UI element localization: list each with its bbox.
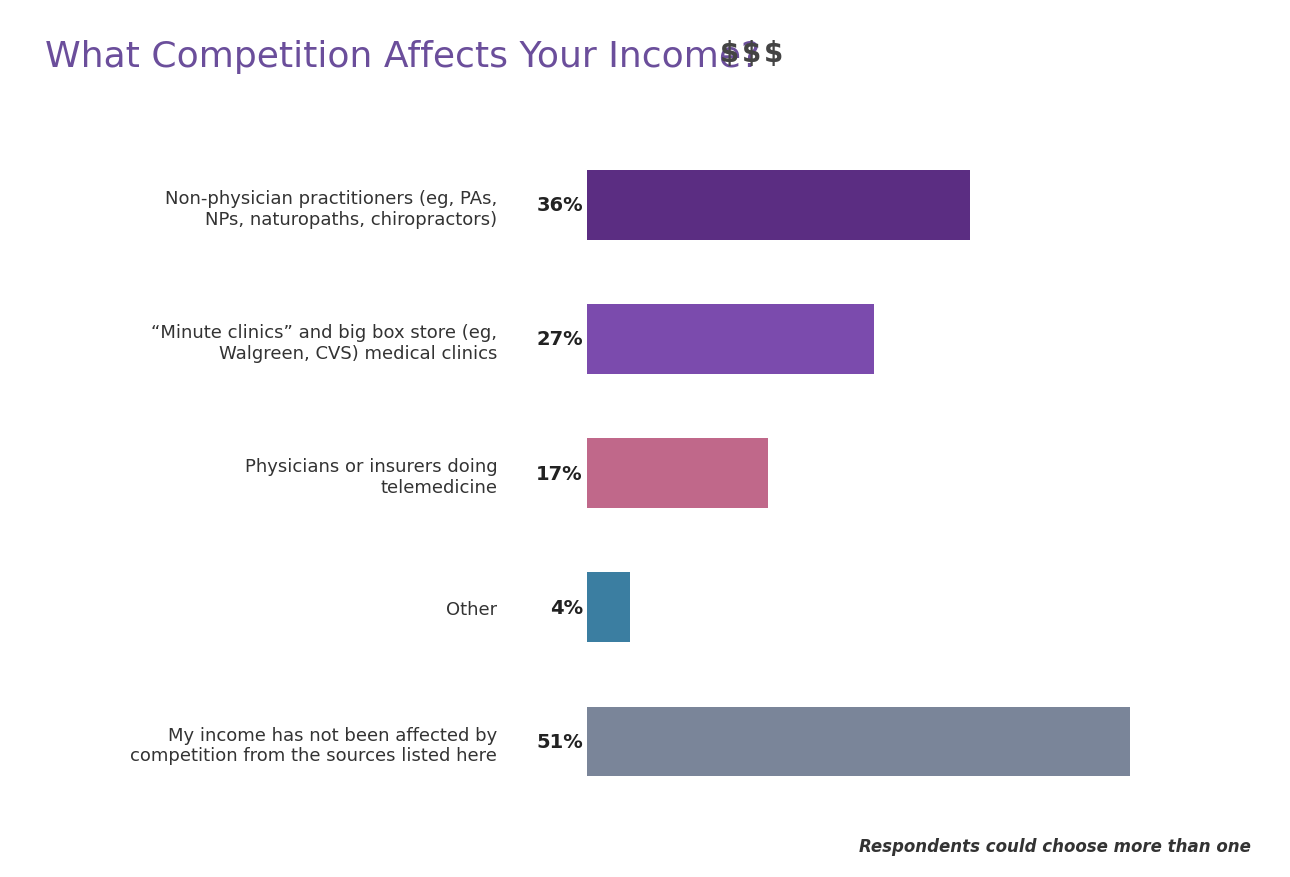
Bar: [587, 438, 768, 509]
Text: 36%: 36%: [537, 196, 583, 215]
Bar: [587, 304, 875, 374]
Text: 4%: 4%: [550, 598, 583, 617]
Text: 27%: 27%: [537, 330, 583, 349]
Text: 17%: 17%: [537, 464, 583, 483]
Bar: [587, 171, 970, 240]
Text: $ $ $: $ $ $: [720, 39, 783, 68]
Text: Respondents could choose more than one: Respondents could choose more than one: [859, 837, 1251, 855]
Bar: [587, 573, 630, 643]
Bar: [587, 707, 1130, 776]
Text: 51%: 51%: [537, 732, 583, 752]
Text: What Competition Affects Your Income?: What Competition Affects Your Income?: [45, 39, 760, 74]
